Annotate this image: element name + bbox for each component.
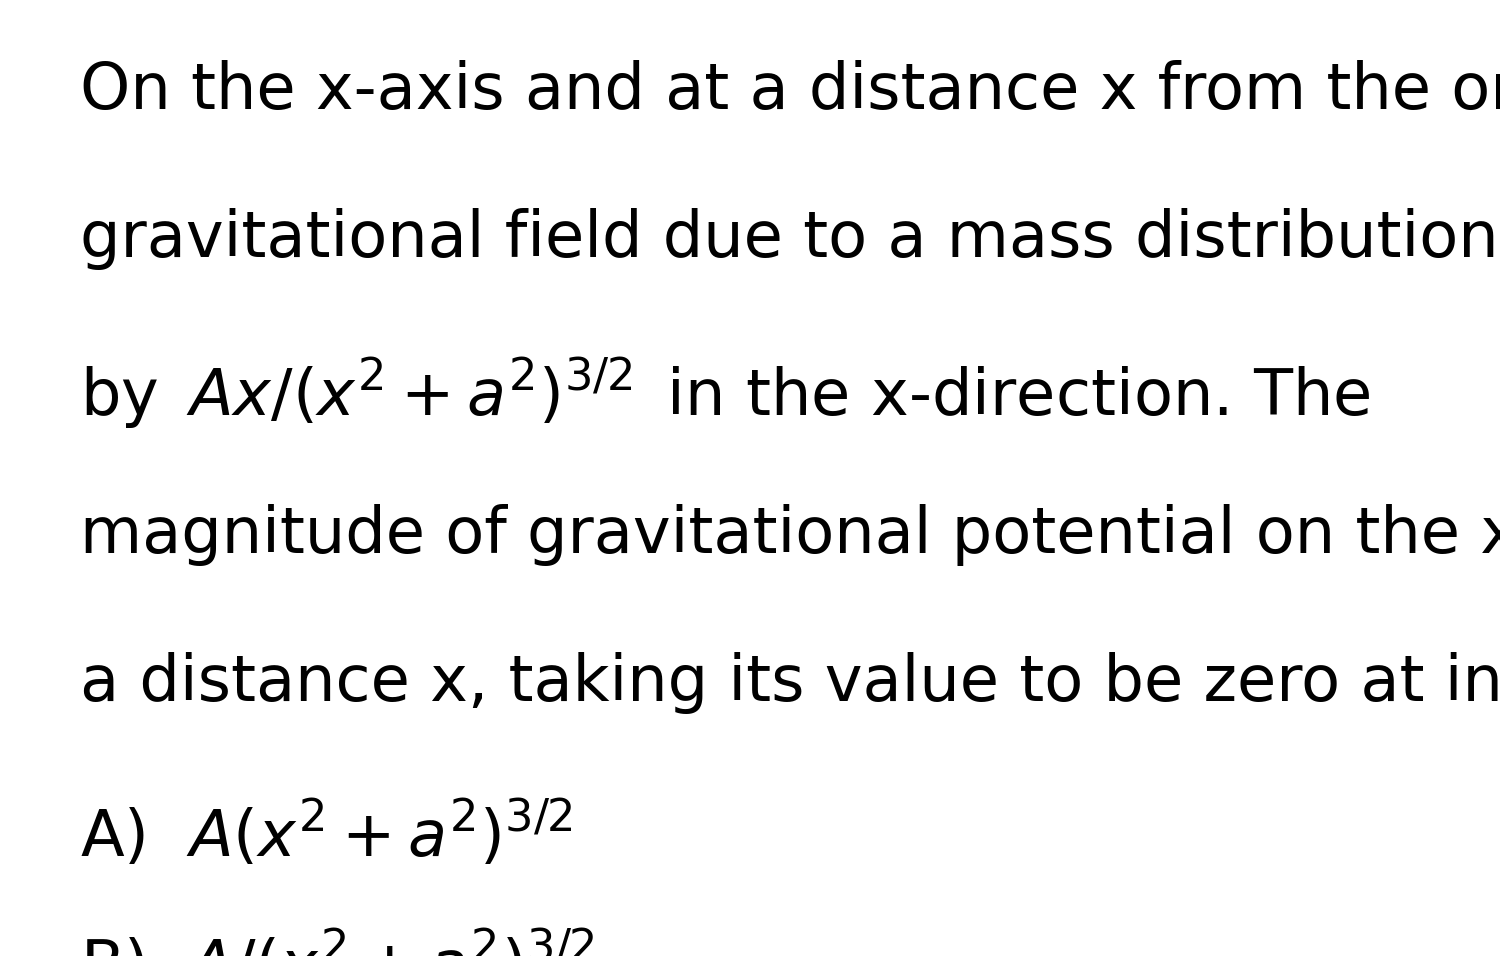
Text: gravitational field due to a mass distribution is given: gravitational field due to a mass distri… (80, 208, 1500, 270)
Text: magnitude of gravitational potential on the x-axis at: magnitude of gravitational potential on … (80, 504, 1500, 566)
Text: A)  $A(x^2 + a^2)^{3/2}$: A) $A(x^2 + a^2)^{3/2}$ (80, 800, 573, 870)
Text: On the x-axis and at a distance x from the origin, the: On the x-axis and at a distance x from t… (80, 60, 1500, 122)
Text: by $\,Ax/(x^2 + a^2)^{3/2}\,$ in the x-direction. The: by $\,Ax/(x^2 + a^2)^{3/2}\,$ in the x-d… (80, 356, 1371, 431)
Text: B)  $A/(x^2 + a^2)^{3/2}$: B) $A/(x^2 + a^2)^{3/2}$ (80, 930, 594, 956)
Text: a distance x, taking its value to be zero at infinity, is: a distance x, taking its value to be zer… (80, 652, 1500, 714)
